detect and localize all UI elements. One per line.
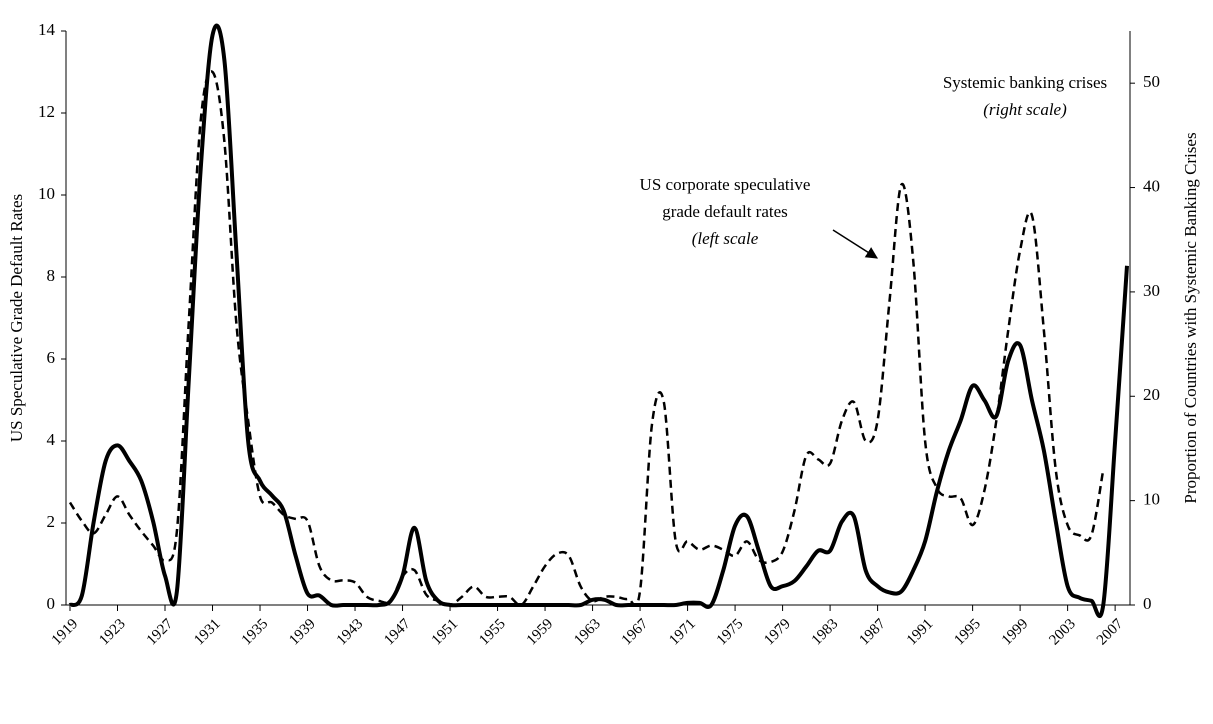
y-tick-label: 12 [38, 102, 55, 121]
x-tick-label: 1963 [571, 616, 604, 649]
x-tick-label: 1987 [856, 616, 889, 649]
y2-tick-label: 10 [1143, 490, 1160, 509]
y2-tick-label: 20 [1143, 385, 1160, 404]
x-tick-label: 1975 [714, 616, 747, 649]
annotation: (left scale [692, 229, 759, 248]
y-tick-label: 4 [47, 430, 56, 449]
x-tick-label: 1935 [239, 616, 272, 649]
y2-tick-label: 40 [1143, 176, 1160, 195]
x-tick-label: 1995 [951, 616, 984, 649]
x-tick-label: 1971 [666, 616, 699, 649]
y2-axis-label: Proportion of Countries with Systemic Ba… [1181, 132, 1200, 503]
x-tick-label: 1931 [191, 616, 224, 649]
x-tick-label: 1959 [524, 616, 557, 649]
annotation: grade default rates [662, 202, 788, 221]
y2-tick-label: 0 [1143, 594, 1152, 613]
x-tick-label: 2003 [1046, 616, 1079, 649]
line-series [68, 70, 1105, 607]
y-tick-label: 2 [47, 512, 56, 531]
y2-tick-label: 50 [1143, 72, 1160, 91]
x-tick-label: 1983 [809, 616, 842, 649]
x-tick-label: 1919 [49, 616, 82, 649]
annotation: Systemic banking crises [943, 73, 1107, 92]
y-tick-label: 8 [47, 266, 56, 285]
x-tick-label: 1943 [334, 616, 367, 649]
x-tick-label: 1923 [96, 616, 129, 649]
y-tick-label: 6 [47, 348, 56, 367]
x-tick-label: 1939 [286, 616, 319, 649]
x-tick-label: 1951 [429, 616, 462, 649]
line-series [68, 23, 1129, 618]
annotation: US corporate speculative [640, 175, 811, 194]
y-tick-label: 10 [38, 184, 55, 203]
y2-tick-label: 30 [1143, 281, 1160, 300]
x-tick-label: 1927 [144, 616, 177, 649]
x-tick-label: 1955 [476, 616, 509, 649]
annotation-arrow [832, 229, 879, 259]
y-tick-label: 14 [38, 20, 56, 39]
y-axis-label: US Speculative Grade Default Rates [7, 194, 26, 442]
annotation: (right scale) [983, 100, 1067, 119]
x-tick-label: 2007 [1094, 616, 1127, 649]
x-tick-label: 1979 [761, 616, 794, 649]
x-tick-label: 1967 [619, 616, 652, 649]
x-tick-label: 1999 [999, 616, 1032, 649]
y-tick-label: 0 [47, 594, 56, 613]
x-tick-label: 1947 [381, 616, 414, 649]
x-tick-label: 1991 [904, 616, 937, 649]
